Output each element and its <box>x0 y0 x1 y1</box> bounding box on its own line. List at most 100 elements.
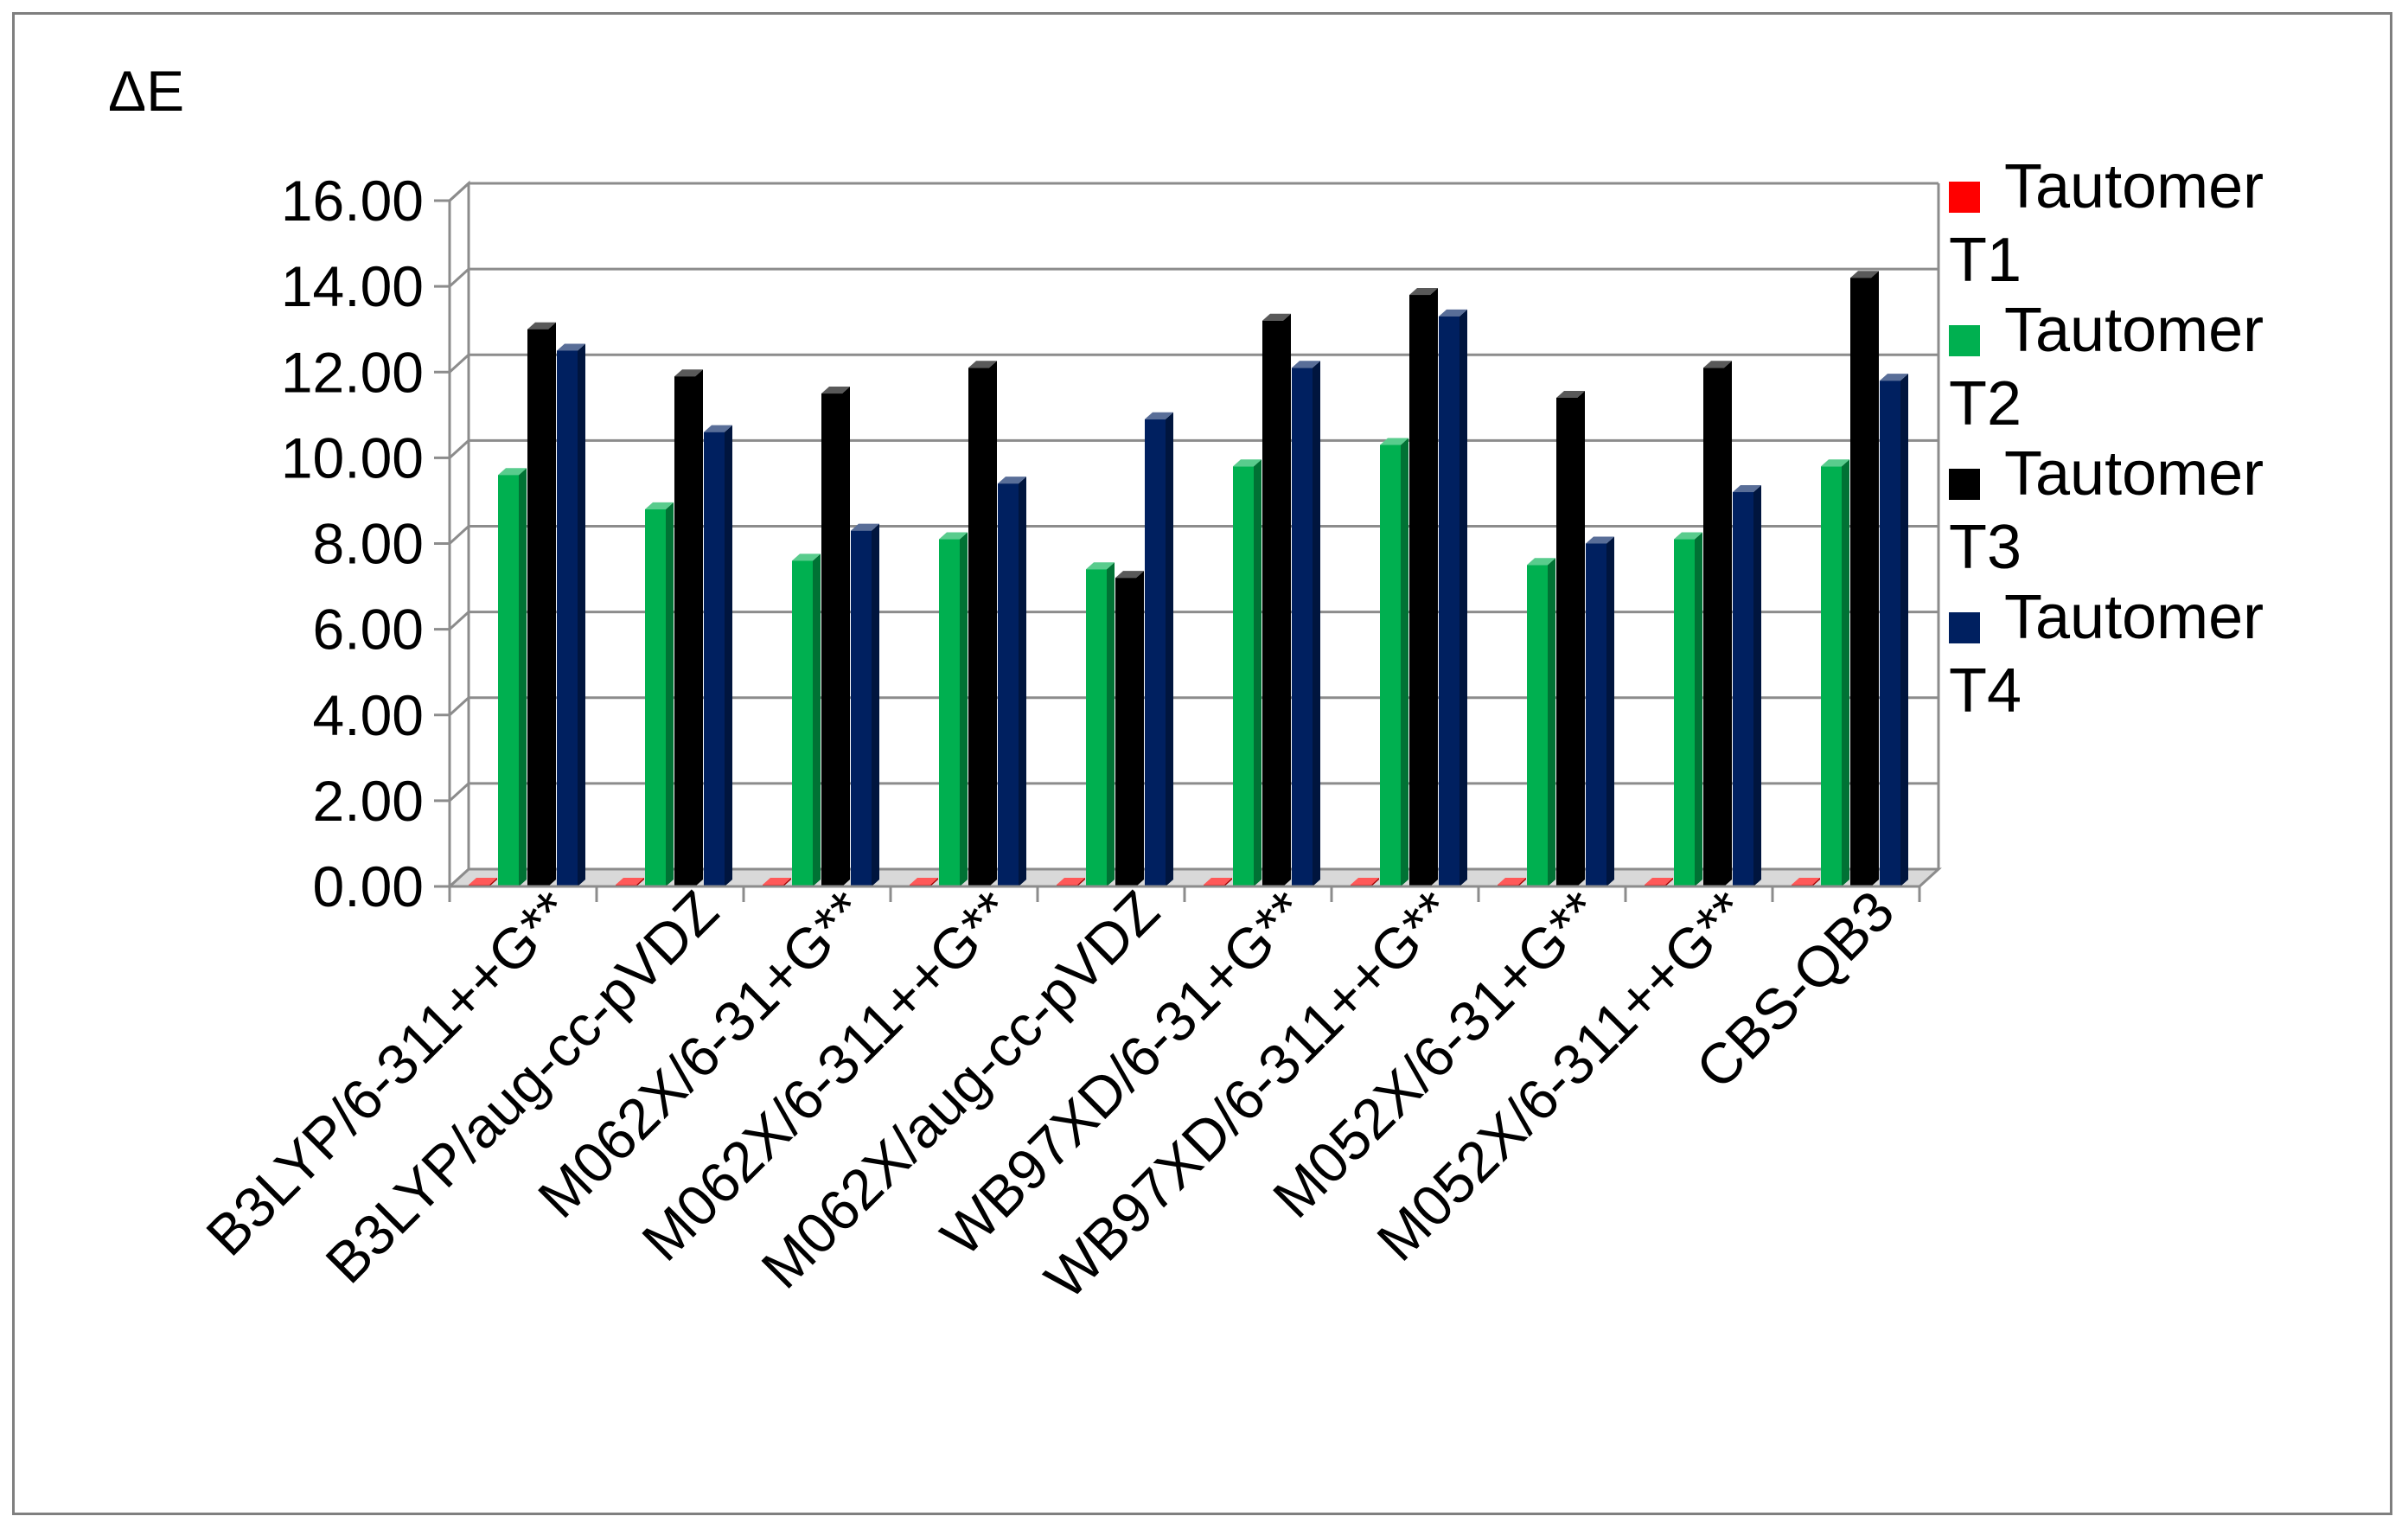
bar-side <box>1577 390 1585 886</box>
bar-front <box>1527 565 1548 886</box>
bar-top <box>616 878 644 885</box>
legend-label: Tautomer <box>2004 583 2264 652</box>
bar-3-4 <box>968 361 997 886</box>
bar-side <box>725 425 732 886</box>
bar-2-1 <box>498 468 527 886</box>
bar-2-5 <box>1086 562 1115 886</box>
bar-top <box>1674 532 1702 540</box>
bar-3-10 <box>1850 271 1879 886</box>
bar-side <box>1019 477 1026 886</box>
bar-top <box>1703 361 1732 368</box>
bar-side <box>489 878 497 886</box>
bar-front <box>1262 320 1283 886</box>
bar-top <box>939 532 968 540</box>
bar-top <box>1498 878 1526 885</box>
bar-front <box>1674 539 1695 886</box>
bar-side <box>1224 878 1232 886</box>
bar-4-6 <box>1292 361 1320 886</box>
bar-front <box>968 368 989 886</box>
bar-front <box>1821 466 1842 886</box>
bar-top <box>1351 878 1379 885</box>
bar-front <box>1380 445 1401 886</box>
bar-side <box>1371 878 1379 886</box>
bar-side <box>989 361 997 886</box>
bar-side <box>636 878 644 886</box>
legend-swatch <box>1949 612 1980 643</box>
bar-front <box>1850 278 1871 886</box>
bar-side <box>783 878 791 886</box>
bar-side <box>1136 571 1144 886</box>
bar-side <box>1900 374 1908 887</box>
bar-front <box>1292 368 1313 886</box>
bar-front <box>1145 419 1166 886</box>
bar-side <box>1459 309 1467 887</box>
bar-2-4 <box>939 532 968 886</box>
y-tick-label: 6.00 <box>313 598 424 662</box>
bar-top <box>527 322 556 329</box>
y-tick-label: 8.00 <box>313 512 424 576</box>
bar-3-3 <box>821 387 850 886</box>
bar-front <box>1880 381 1900 887</box>
bar-4-3 <box>851 523 879 886</box>
bar-top <box>645 502 674 509</box>
bar-front <box>527 329 548 886</box>
legend-label-cont: T4 <box>1949 656 2022 726</box>
bar-front <box>821 393 842 886</box>
bar-front <box>557 350 578 886</box>
bar-top <box>968 361 997 368</box>
bar-top <box>1233 459 1261 467</box>
bar-top <box>1880 374 1908 381</box>
bar-top <box>821 387 850 394</box>
legend-label-cont: T2 <box>1949 369 2022 438</box>
bar-top <box>1057 878 1085 885</box>
legend-label-cont: T3 <box>1949 513 2022 582</box>
y-tick-label: 4.00 <box>313 683 424 747</box>
bar-top <box>1380 438 1408 445</box>
bar-4-7 <box>1439 309 1467 887</box>
bar-top <box>763 878 791 885</box>
bar-2-9 <box>1674 532 1702 886</box>
y-tick-label: 16.00 <box>281 169 424 233</box>
bar-side <box>1606 536 1614 886</box>
bar-side <box>695 369 703 886</box>
bar-top <box>674 369 703 377</box>
bar-side <box>1812 878 1820 886</box>
bar-front <box>792 560 813 886</box>
bar-top <box>1850 271 1879 278</box>
bar-side <box>1430 288 1438 887</box>
bar-side <box>1665 878 1673 886</box>
legend-label: Tautomer <box>2004 296 2264 365</box>
bar-front <box>851 530 872 886</box>
legend-swatch <box>1949 469 1980 500</box>
bar-4-1 <box>557 343 585 886</box>
legend-label: Tautomer <box>2004 152 2264 221</box>
bar-side <box>578 343 585 886</box>
bar-side <box>1254 459 1261 886</box>
bar-4-4 <box>998 477 1026 886</box>
bar-side <box>1548 558 1555 886</box>
bar-top <box>1086 562 1115 570</box>
bar-top <box>1645 878 1673 885</box>
bar-2-3 <box>792 553 821 886</box>
y-tick-label: 0.00 <box>313 854 424 918</box>
bar-top <box>1204 878 1232 885</box>
bar-3-5 <box>1115 571 1144 886</box>
bar-front <box>1733 492 1753 886</box>
bar-4-5 <box>1145 412 1173 886</box>
bar-2-8 <box>1527 558 1555 886</box>
bar-front <box>674 376 695 886</box>
bar-side <box>1753 485 1761 886</box>
legend-label-cont: T1 <box>1949 226 2022 295</box>
bar-front <box>1703 368 1724 886</box>
bar-top <box>1821 459 1849 467</box>
bar-front <box>704 432 725 886</box>
legend-swatch <box>1949 182 1980 213</box>
bar-top <box>1439 309 1467 317</box>
bar-top <box>1262 313 1291 321</box>
y-tick-label: 10.00 <box>281 425 424 489</box>
bar-top <box>1792 878 1820 885</box>
bar-2-7 <box>1380 438 1408 887</box>
bar-side <box>1401 438 1408 887</box>
